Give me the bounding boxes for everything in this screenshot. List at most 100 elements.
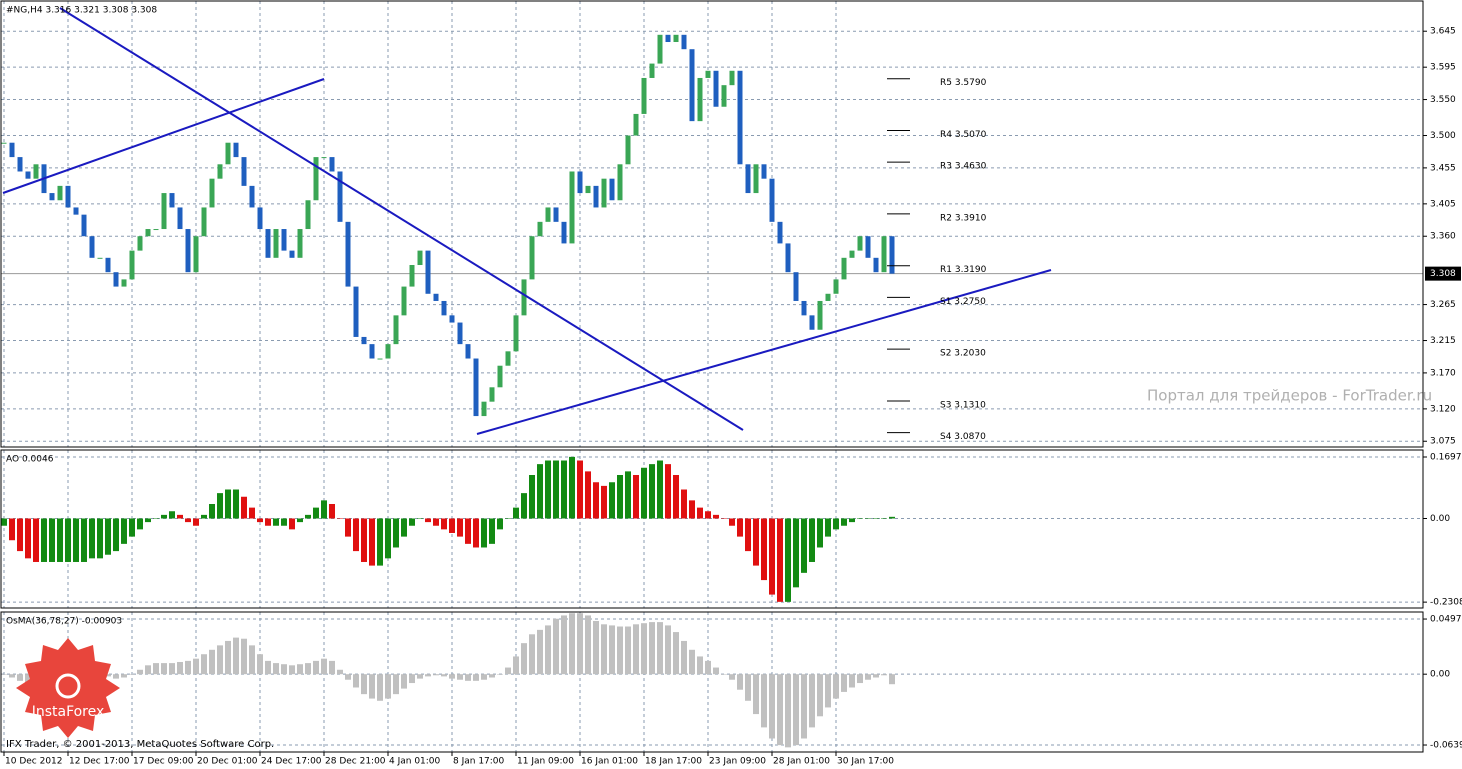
y-tick-label: 3.500 [1430,131,1456,141]
histogram-bar [177,514,183,519]
histogram-bar [497,518,503,530]
candle [361,336,367,345]
candle [313,157,319,201]
histogram-bar [465,518,471,544]
candle [369,344,375,359]
candle [169,193,175,208]
x-tick-label: 8 Jan 17:00 [453,757,505,767]
histogram-bar [857,518,863,519]
histogram-bar [481,518,487,548]
y-tick-label: 3.455 [1430,163,1456,173]
candle [665,34,671,43]
histogram-bar [425,518,431,523]
histogram-bar [9,674,15,678]
histogram-bar [113,518,119,552]
histogram-bar [881,674,887,676]
histogram-bar [489,674,495,678]
histogram-bar [673,475,679,519]
histogram-bar [137,669,143,675]
histogram-bar [305,514,311,519]
histogram-bar [449,674,455,679]
histogram-bar [393,674,399,695]
histogram-bar [353,518,359,552]
logo-icon [55,673,81,699]
candle [9,142,15,158]
histogram-bar [729,674,735,680]
candle [889,236,895,274]
candle [841,257,847,280]
histogram-bar [329,660,335,675]
candle [713,70,719,107]
candle [777,221,783,244]
candle [833,279,839,294]
histogram-bar [577,460,583,519]
candle [561,221,567,244]
histogram-bar [833,518,839,530]
histogram-bar [401,518,407,537]
histogram-bar [153,518,159,519]
histogram-bar [169,511,175,519]
histogram-bar [745,518,751,552]
histogram-bar [273,663,279,675]
histogram-bar [569,456,575,519]
histogram-bar [545,460,551,519]
histogram-bar [129,674,135,675]
histogram-bar [561,615,567,675]
histogram-bar [665,464,671,519]
histogram-bar [785,674,791,748]
histogram-bar [425,674,431,677]
histogram-bar [385,518,391,559]
logo-badge [16,638,120,738]
candle [761,164,767,179]
candle [249,185,255,208]
candle [265,229,271,258]
candle [417,250,423,266]
histogram-bar [713,667,719,675]
histogram-bar [105,518,111,555]
histogram-bar [825,674,831,708]
current-price-box [1425,266,1461,281]
histogram-bar [177,661,183,675]
pivot-label: R3 3.4630 [940,162,987,172]
x-tick-label: 12 Dec 17:00 [69,757,130,767]
histogram-bar [745,674,751,701]
y-tick-label: 0.00 [1430,670,1450,680]
histogram-bar [209,649,215,675]
histogram-bar [337,669,343,675]
histogram-bar [17,674,23,681]
histogram-bar [281,518,287,526]
candle [537,221,543,237]
histogram-bar [401,674,407,689]
histogram-bar [537,629,543,675]
histogram-bar [793,518,799,588]
candle [689,49,695,122]
candle [753,164,759,194]
candle [657,34,663,64]
candle [457,322,463,345]
watermark: Портал для трейдеров - ForTrader.ru [1147,387,1432,405]
candle [585,185,591,194]
histogram-bar [145,518,151,523]
histogram-bar [393,518,399,548]
histogram-bar [593,620,599,675]
candle [497,365,503,388]
candle [1,142,7,144]
histogram-bar [521,493,527,519]
histogram-bar [761,518,767,581]
panel-border [0,0,1424,448]
histogram-bar [321,500,327,519]
histogram-bar [57,518,63,562]
histogram-bar [633,475,639,519]
histogram-bar [801,674,807,739]
histogram-bar [169,663,175,675]
histogram-bar [849,674,855,688]
candle [809,315,815,330]
candle [289,250,295,258]
histogram-bar [433,518,439,526]
candle [201,207,207,237]
histogram-bar [809,518,815,562]
histogram-bar [33,518,39,562]
histogram-bar [321,658,327,675]
x-tick-label: 11 Jan 09:00 [517,757,574,767]
histogram-bar [49,518,55,562]
